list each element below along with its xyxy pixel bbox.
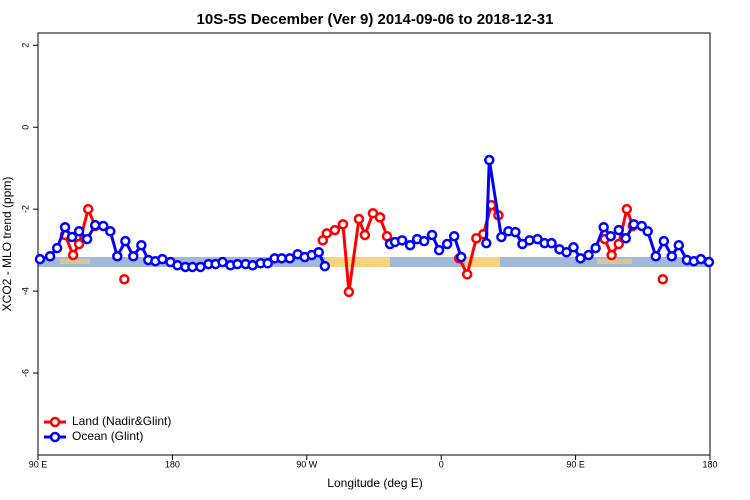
x-tick-label: 180 bbox=[165, 459, 180, 469]
data-point bbox=[247, 260, 258, 271]
data-point bbox=[276, 253, 287, 264]
data-point bbox=[337, 219, 349, 230]
y-tick-label: -6 bbox=[20, 369, 30, 377]
legend-label: Land (Nadir&Glint) bbox=[72, 414, 171, 428]
data-point bbox=[575, 253, 586, 264]
data-point bbox=[34, 253, 46, 265]
data-point bbox=[329, 224, 341, 236]
data-point bbox=[658, 235, 670, 247]
data-point bbox=[703, 256, 715, 268]
data-point bbox=[642, 226, 653, 237]
data-point bbox=[321, 228, 333, 239]
data-point bbox=[82, 203, 94, 215]
data-point bbox=[461, 269, 473, 280]
data-point bbox=[157, 253, 168, 265]
data-point bbox=[319, 260, 331, 272]
x-tick-label: 180 bbox=[702, 459, 717, 469]
y-tick-label: 2 bbox=[20, 43, 30, 48]
land-strip bbox=[325, 257, 390, 267]
land-strip bbox=[60, 259, 90, 264]
land-strip bbox=[597, 259, 632, 264]
data-point bbox=[418, 235, 430, 247]
x-tick-label: 90 E bbox=[29, 459, 48, 469]
data-point bbox=[613, 224, 625, 236]
data-point bbox=[650, 251, 662, 262]
data-point bbox=[112, 251, 123, 262]
data-point bbox=[128, 251, 139, 262]
data-point bbox=[120, 235, 131, 247]
data-point bbox=[620, 233, 632, 244]
data-point bbox=[561, 246, 572, 258]
data-point bbox=[448, 230, 460, 242]
data-point bbox=[583, 249, 594, 261]
data-point bbox=[441, 238, 453, 250]
data-point bbox=[353, 213, 365, 225]
land-ocean-strip bbox=[38, 257, 710, 267]
data-point bbox=[73, 238, 85, 250]
data-point bbox=[396, 235, 408, 246]
x-tick-label: 90 E bbox=[566, 459, 585, 469]
data-point bbox=[455, 251, 467, 263]
data-point bbox=[546, 237, 557, 249]
data-point bbox=[195, 261, 206, 273]
data-point bbox=[98, 220, 109, 232]
data-point bbox=[657, 273, 669, 285]
data-point bbox=[359, 229, 371, 241]
data-point bbox=[666, 251, 678, 262]
data-point bbox=[105, 226, 116, 237]
data-point bbox=[374, 212, 386, 223]
data-point bbox=[51, 242, 63, 254]
data-point bbox=[66, 231, 78, 243]
legend-marker bbox=[49, 416, 61, 428]
data-point bbox=[404, 239, 416, 251]
data-point bbox=[262, 258, 273, 269]
plot-area bbox=[34, 154, 715, 298]
data-point bbox=[136, 239, 147, 251]
data-point bbox=[232, 258, 243, 270]
data-point bbox=[433, 244, 445, 256]
legend-label: Ocean (Glint) bbox=[72, 429, 143, 443]
data-point bbox=[59, 221, 71, 233]
data-point bbox=[606, 249, 617, 261]
data-point bbox=[481, 237, 492, 249]
data-point bbox=[568, 242, 579, 253]
plot-frame bbox=[37, 32, 711, 456]
data-point bbox=[119, 273, 130, 285]
data-point bbox=[484, 154, 495, 166]
y-tick-label: -2 bbox=[20, 205, 30, 213]
data-point bbox=[89, 219, 101, 231]
x-axis-label: Longitude (deg E) bbox=[327, 476, 422, 490]
data-point bbox=[44, 251, 56, 262]
series-line bbox=[321, 211, 389, 294]
data-point bbox=[187, 261, 198, 273]
data-point bbox=[598, 221, 609, 233]
x-tick-label: 0 bbox=[439, 459, 444, 469]
data-point bbox=[673, 239, 685, 251]
data-point bbox=[524, 235, 535, 246]
data-point bbox=[496, 231, 507, 243]
data-point bbox=[284, 253, 296, 264]
data-point bbox=[73, 226, 85, 237]
legend: Land (Nadir&Glint)Ocean (Glint) bbox=[44, 414, 171, 443]
data-point bbox=[67, 249, 79, 261]
y-axis-label: XCO2 - MLO trend (ppm) bbox=[0, 177, 14, 312]
data-point bbox=[590, 242, 601, 254]
data-point bbox=[605, 230, 616, 242]
data-point bbox=[695, 253, 707, 265]
data-point bbox=[343, 286, 355, 298]
data-point bbox=[613, 238, 625, 250]
data-point bbox=[313, 246, 324, 258]
x-tick-label: 90 W bbox=[296, 459, 318, 469]
legend-marker bbox=[49, 431, 61, 443]
y-tick-label: 0 bbox=[20, 125, 30, 130]
data-point bbox=[621, 203, 633, 215]
data-point bbox=[510, 226, 521, 238]
land-strip bbox=[465, 257, 500, 267]
y-tick-label: -4 bbox=[20, 287, 30, 295]
data-point bbox=[426, 229, 438, 241]
data-point bbox=[81, 233, 93, 245]
chart-title: 10S-5S December (Ver 9) 2014-09-06 to 20… bbox=[197, 11, 554, 28]
